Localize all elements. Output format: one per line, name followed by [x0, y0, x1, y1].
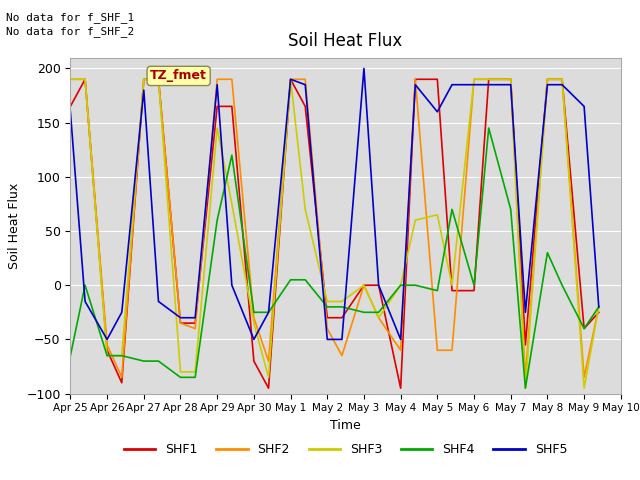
Text: No data for f_SHF_2: No data for f_SHF_2 [6, 26, 134, 37]
Text: TZ_fmet: TZ_fmet [150, 70, 207, 83]
Legend: SHF1, SHF2, SHF3, SHF4, SHF5: SHF1, SHF2, SHF3, SHF4, SHF5 [119, 438, 572, 461]
X-axis label: Time: Time [330, 419, 361, 432]
Y-axis label: Soil Heat Flux: Soil Heat Flux [8, 182, 20, 269]
Title: Soil Heat Flux: Soil Heat Flux [289, 33, 403, 50]
Text: No data for f_SHF_1: No data for f_SHF_1 [6, 12, 134, 23]
